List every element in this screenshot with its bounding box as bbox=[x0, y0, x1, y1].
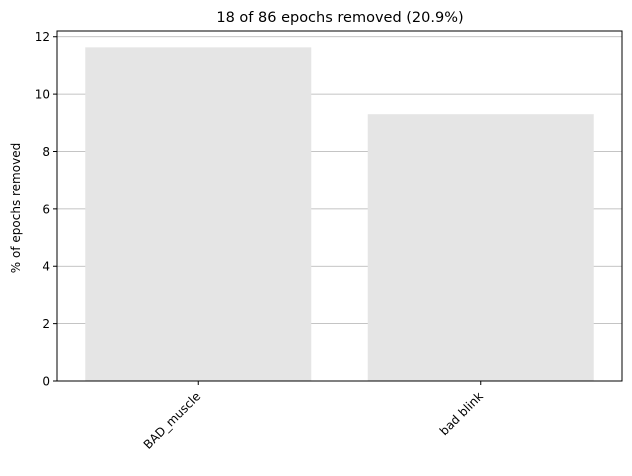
y-tick-label: 12 bbox=[35, 30, 50, 44]
x-ticks: BAD_muscle bad blink bbox=[141, 381, 486, 452]
y-tick-label: 4 bbox=[42, 260, 50, 274]
bar bbox=[367, 114, 594, 382]
x-tick-label: bad blink bbox=[437, 389, 486, 438]
axes bbox=[56, 30, 623, 382]
bars bbox=[85, 47, 594, 382]
bar bbox=[85, 47, 312, 382]
y-tick-label: 2 bbox=[42, 317, 50, 331]
y-tick-label: 6 bbox=[42, 202, 50, 216]
y-tick-label: 0 bbox=[42, 375, 50, 389]
y-tick-label: 8 bbox=[42, 145, 50, 159]
y-tick-label: 10 bbox=[35, 88, 50, 102]
plot-frame bbox=[56, 30, 623, 382]
x-tick-label: BAD_muscle bbox=[141, 389, 204, 452]
y-axis-label: % of epochs removed bbox=[9, 143, 23, 273]
chart-title: 18 of 86 epochs removed (20.9%) bbox=[216, 10, 463, 26]
y-ticks: 0 2 4 6 8 10 12 bbox=[35, 30, 57, 389]
